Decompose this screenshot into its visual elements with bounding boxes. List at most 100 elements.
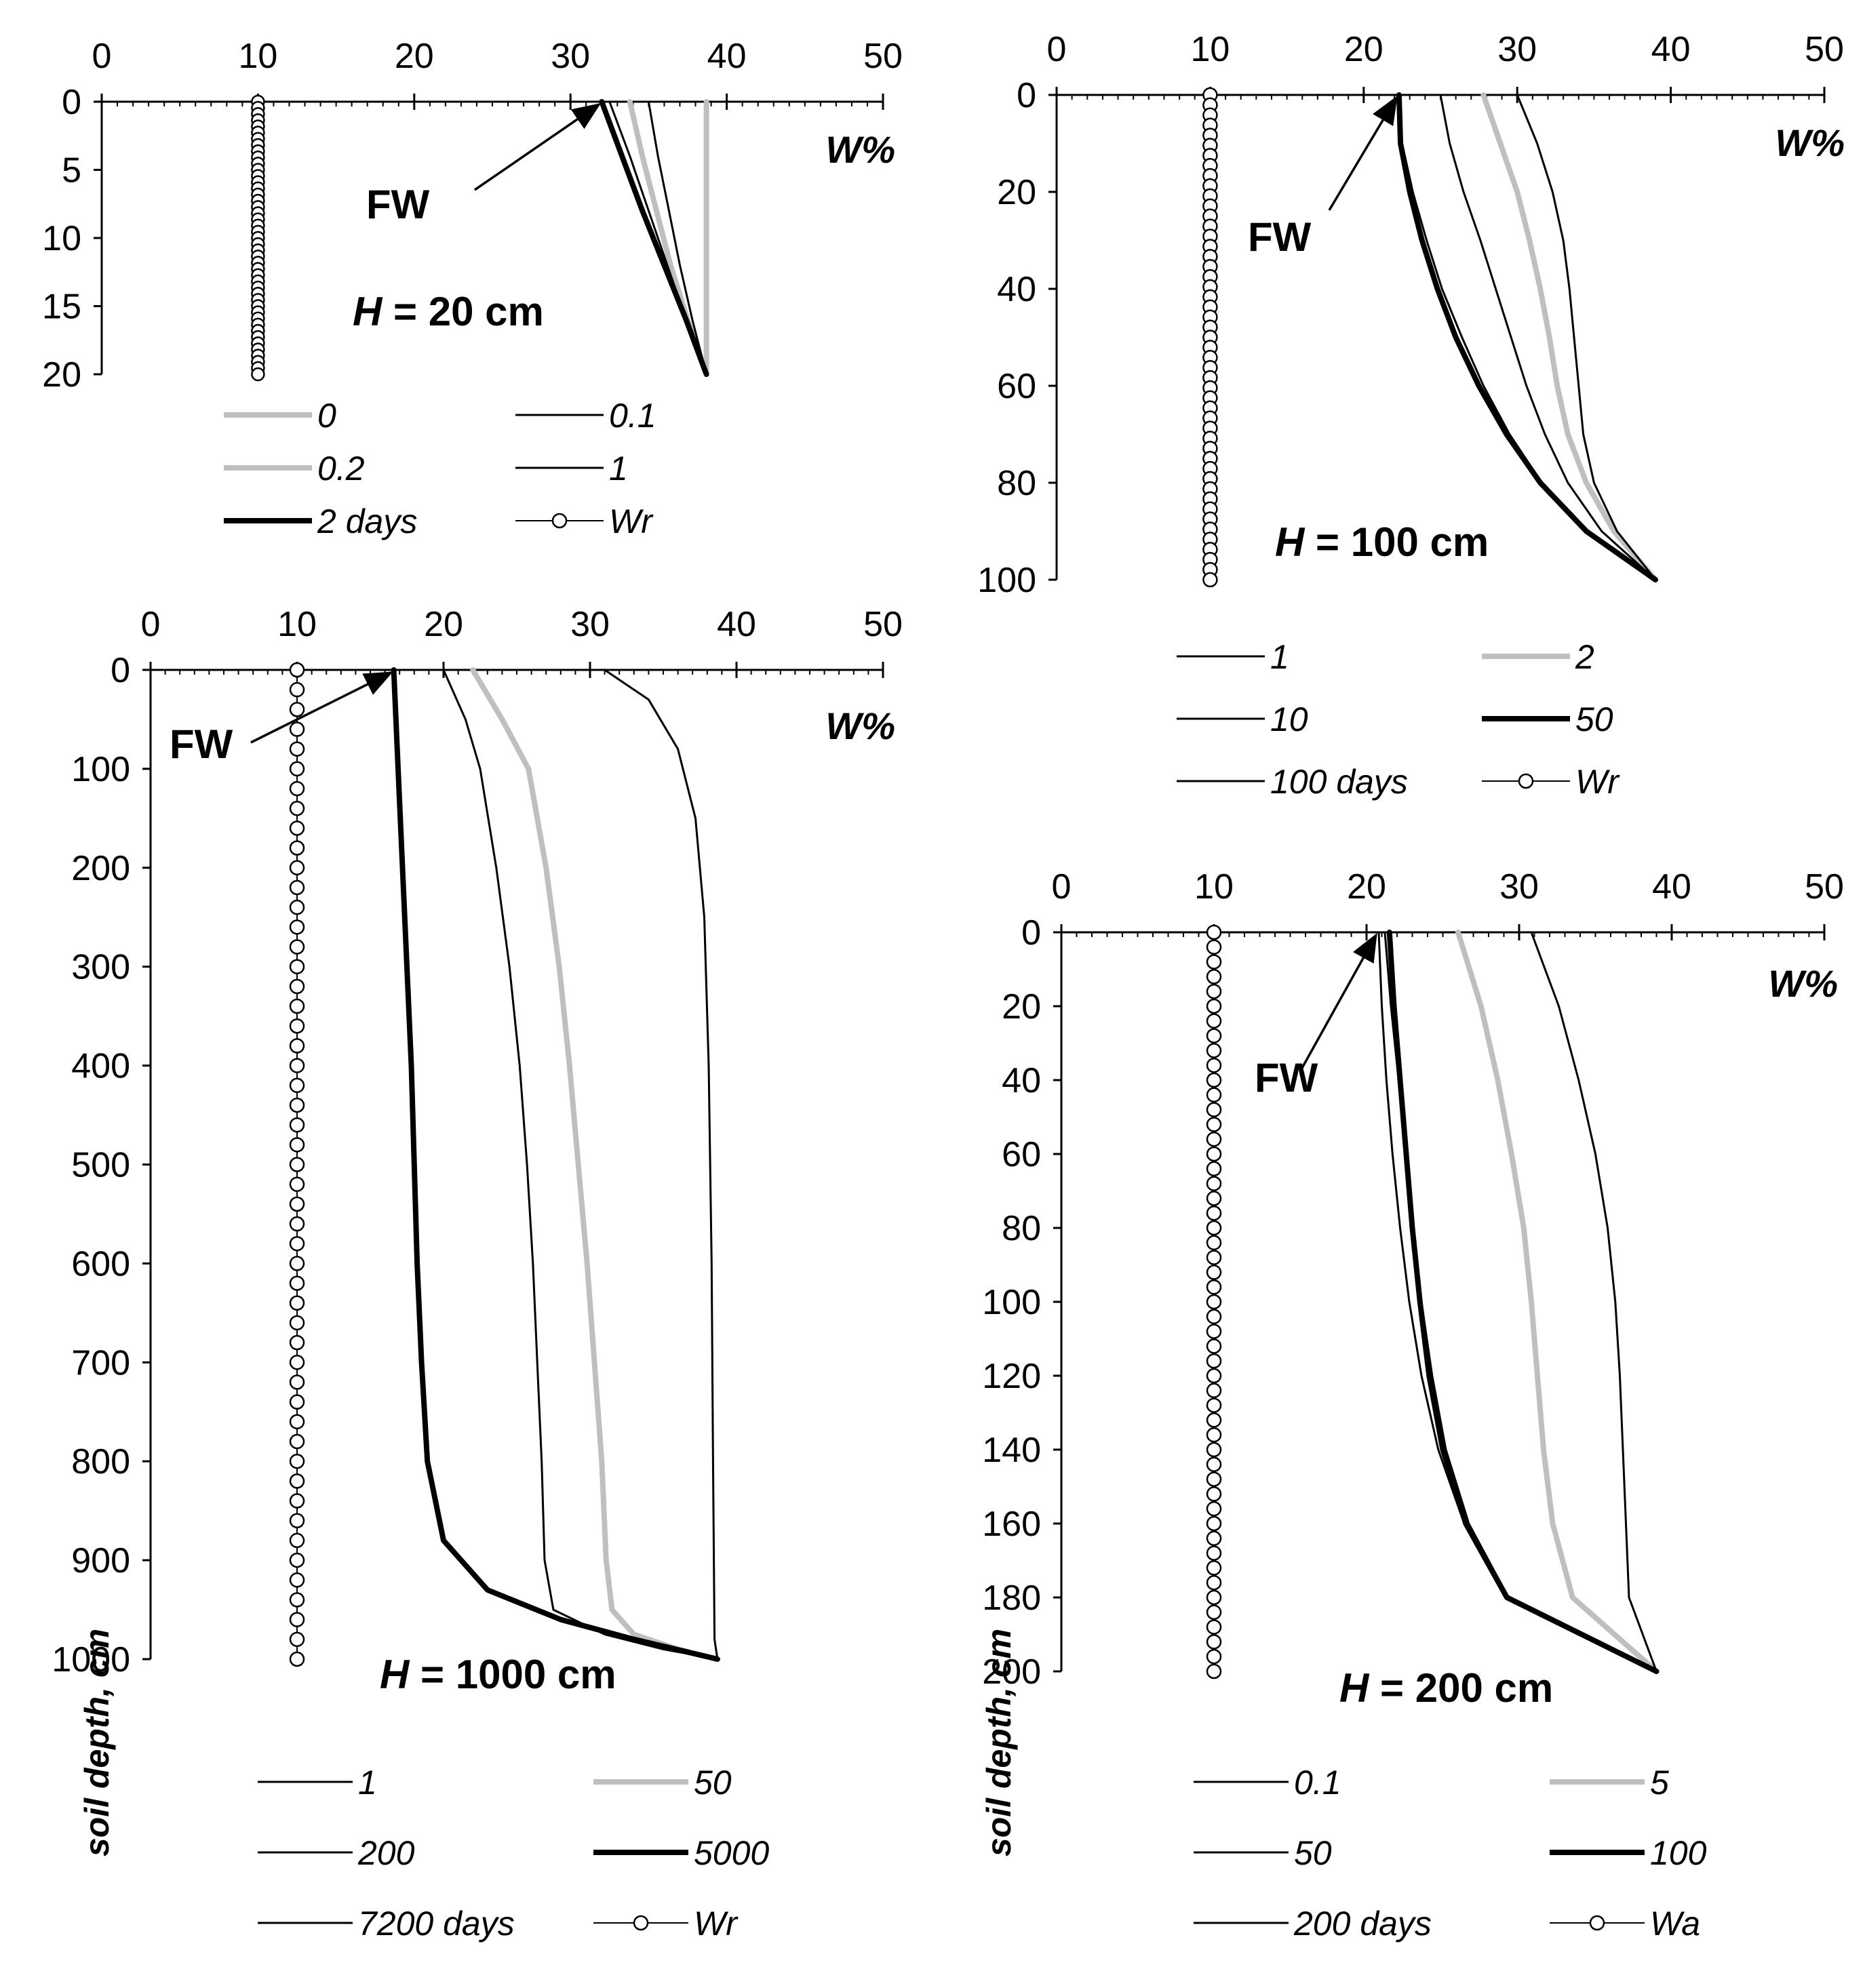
x-axis-title: W% bbox=[825, 128, 895, 171]
wr-marker bbox=[1206, 1309, 1222, 1325]
legend-label: 0.2 bbox=[317, 450, 365, 488]
y-tick-label: 900 bbox=[71, 1541, 130, 1581]
legend-label: 10 bbox=[1270, 700, 1308, 738]
series-line-10 bbox=[1439, 94, 1657, 581]
wr-marker bbox=[289, 1334, 305, 1351]
legend-label: Wr bbox=[609, 502, 654, 540]
x-axis-title: W% bbox=[825, 704, 895, 747]
legend-marker bbox=[1518, 773, 1534, 789]
y-tick-label: 800 bbox=[71, 1442, 130, 1482]
y-tick-label: 160 bbox=[982, 1505, 1041, 1544]
wr-marker bbox=[1206, 1648, 1222, 1665]
wr-marker bbox=[1206, 1250, 1222, 1265]
y-tick-label: 500 bbox=[71, 1146, 130, 1185]
wr-marker bbox=[1202, 572, 1218, 588]
wr-marker bbox=[1206, 1205, 1222, 1221]
legend-label: 1 bbox=[1270, 638, 1289, 676]
legend-label: 50 bbox=[1294, 1834, 1332, 1872]
panel-h20: 0 10 20 30 40 50 0 5 10 15 20 W% FW H = 20 cm 0 0.1 0.2 1… bbox=[42, 37, 903, 540]
wr-marker bbox=[1206, 1117, 1222, 1132]
legend-label: Wr bbox=[694, 1905, 739, 1943]
x-tick-label: 0 bbox=[141, 605, 161, 644]
wr-marker bbox=[289, 879, 305, 896]
legend-marker bbox=[633, 1915, 649, 1931]
wr-marker bbox=[1206, 1397, 1222, 1413]
panel-h1000: 0 10 20 30 40 5001002003004005006007008009001… bbox=[52, 605, 903, 1943]
y-tick-label: 200 bbox=[982, 1652, 1041, 1692]
panel-height-label: H = 100 cm bbox=[1275, 519, 1489, 565]
wr-marker bbox=[289, 840, 305, 856]
x-tick-label: 40 bbox=[717, 605, 756, 644]
wr-marker bbox=[1206, 1368, 1222, 1384]
wr-marker bbox=[289, 780, 305, 797]
x-tick-label: 50 bbox=[1805, 30, 1844, 69]
y-tick-label: 10 bbox=[42, 219, 81, 258]
panel-height-letter: H bbox=[353, 289, 383, 334]
wr-marker bbox=[289, 1532, 305, 1549]
x-tick-label: 30 bbox=[1499, 867, 1539, 907]
wr-marker bbox=[1206, 1131, 1222, 1147]
y-axis-title: soil depth, cm bbox=[78, 1629, 116, 1856]
wr-marker bbox=[289, 1038, 305, 1054]
panel-height-label: H = 1000 cm bbox=[380, 1652, 616, 1697]
legend-label: 200 days bbox=[1293, 1905, 1432, 1943]
wr-marker bbox=[1206, 924, 1222, 940]
y-tick-label: 400 bbox=[71, 1047, 130, 1086]
y-tick-label: 180 bbox=[982, 1578, 1041, 1618]
wr-marker bbox=[289, 1295, 305, 1311]
x-tick-label: 40 bbox=[707, 37, 747, 76]
wr-marker bbox=[289, 978, 305, 995]
wr-marker bbox=[1206, 1442, 1222, 1458]
series-line-200-days bbox=[1530, 931, 1657, 1673]
wr-marker bbox=[1206, 1028, 1222, 1043]
wr-marker bbox=[289, 681, 305, 698]
wr-marker bbox=[289, 761, 305, 777]
series-line-0p1 bbox=[647, 100, 708, 376]
y-tick-label: 100 bbox=[982, 1283, 1041, 1322]
x-tick-label: 50 bbox=[1805, 867, 1844, 907]
fw-arrow bbox=[250, 671, 393, 744]
x-tick-label: 50 bbox=[863, 605, 903, 644]
panel-height-value: = 1000 cm bbox=[409, 1652, 616, 1697]
x-tick-label: 30 bbox=[570, 605, 610, 644]
legend-label: Wr bbox=[1575, 763, 1620, 801]
fw-label: FW bbox=[1248, 214, 1312, 260]
wr-marker bbox=[289, 1433, 305, 1450]
y-tick-label: 5 bbox=[62, 151, 81, 191]
legend-label: 2 days bbox=[317, 502, 417, 540]
y-tick-label: 100 bbox=[977, 561, 1036, 600]
wr-marker bbox=[1206, 1574, 1222, 1591]
wr-marker bbox=[1206, 1043, 1222, 1058]
panel-height-label: H = 200 cm bbox=[1339, 1665, 1553, 1711]
series-line-50 bbox=[470, 667, 720, 1662]
wr-marker bbox=[289, 1552, 305, 1568]
y-tick-label: 0 bbox=[1021, 913, 1041, 953]
x-tick-label: 20 bbox=[424, 605, 463, 644]
y-tick-label: 0 bbox=[1017, 76, 1036, 115]
legend-label: 1 bbox=[609, 450, 628, 488]
x-tick-label: 20 bbox=[1347, 867, 1386, 907]
y-axis-title: soil depth, cm bbox=[980, 1629, 1018, 1856]
series-line-7200-days bbox=[604, 669, 719, 1661]
wr-marker bbox=[289, 1651, 305, 1667]
y-tick-label: 60 bbox=[997, 367, 1036, 406]
legend-label: 50 bbox=[694, 1764, 732, 1802]
wr-marker bbox=[1206, 1102, 1222, 1117]
series-line-2-days bbox=[599, 99, 709, 377]
x-tick-label: 20 bbox=[395, 37, 434, 76]
panel-height-letter: H bbox=[380, 1652, 410, 1697]
wr-marker bbox=[289, 721, 305, 737]
legend-label: 0.1 bbox=[609, 397, 656, 435]
y-tick-label: 15 bbox=[42, 287, 81, 327]
y-tick-label: 100 bbox=[71, 750, 130, 789]
wr-marker bbox=[1206, 1161, 1222, 1177]
legend-label: 200 bbox=[357, 1834, 415, 1872]
wr-marker bbox=[289, 1572, 305, 1588]
y-tick-label: 40 bbox=[997, 270, 1036, 309]
x-axis-title: W% bbox=[1775, 121, 1845, 164]
wr-marker bbox=[1206, 1500, 1222, 1517]
series-line-2 bbox=[1480, 92, 1658, 582]
wr-marker bbox=[1206, 1013, 1222, 1029]
wr-marker bbox=[289, 1235, 305, 1252]
y-tick-label: 0 bbox=[62, 83, 81, 122]
